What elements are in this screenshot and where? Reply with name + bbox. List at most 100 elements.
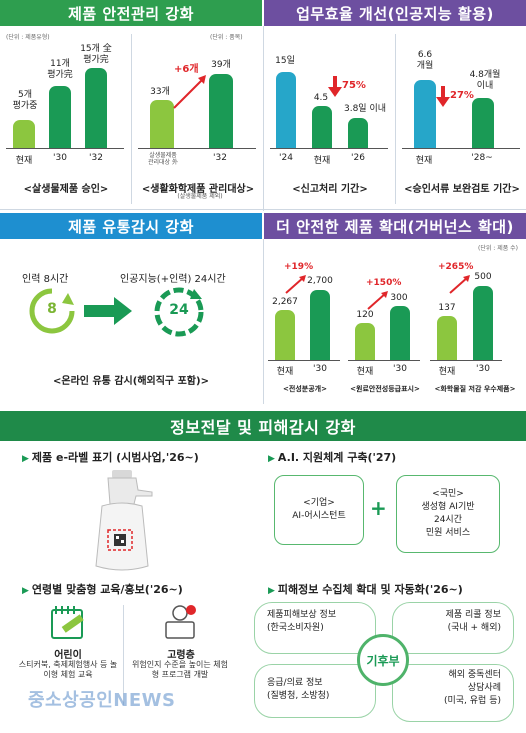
chart-caption: <승인서류 보완검토 기간>	[404, 184, 520, 195]
bar-2026	[348, 118, 368, 148]
value-label: 15일	[275, 56, 295, 66]
value-label: 300	[390, 293, 408, 303]
citizen-ai-box: <국민> 생성형 AI기반 24시간 민원 서비스	[396, 475, 500, 553]
triangle-bullet-icon: ▶	[22, 586, 29, 596]
chart-note: (살생물제품 제외)	[177, 193, 223, 200]
x-tick: 현재	[276, 367, 294, 377]
hub-ministry: 기후부	[357, 634, 409, 686]
watermark: 중소상공인NEWS	[28, 690, 176, 711]
bar-current	[355, 323, 375, 360]
unit-label: (단위 : 제품유형)	[6, 34, 50, 41]
child-desc: 스티커북, 축제체험행사 등 놀이형 체험 교육	[18, 660, 118, 679]
clock-8h-number: 8	[47, 301, 57, 317]
decrease-annotation: 27%	[450, 90, 474, 101]
value-label: 500	[474, 272, 492, 282]
elderly-computer-icon	[165, 605, 196, 639]
source-recall: 제품 리콜 정보 (국내 + 해외)	[392, 602, 514, 654]
x-tick: 현재	[438, 367, 456, 377]
bar-2024	[276, 72, 296, 148]
education-title: ▶ 연령별 맞춤형 교육/홍보('26~)	[22, 583, 183, 596]
x-tick: '26	[351, 153, 365, 163]
increase-annotation: +265%	[438, 262, 474, 272]
bar-2030	[310, 290, 330, 360]
bar-2030	[390, 306, 410, 360]
source-medical: 응급/의료 정보 (질병청, 소방청)	[254, 664, 376, 718]
x-tick: '32	[213, 153, 227, 163]
increase-arrow-icon	[367, 291, 388, 310]
ai-support-title: ▶ A.I. 지원체계 구축('27)	[268, 451, 397, 464]
notebook-pencil-icon	[51, 606, 84, 639]
chart-caption: <원료안전성등급표시>	[350, 385, 420, 393]
plus-icon: +	[370, 496, 387, 520]
header-safer-products: 더 안전한 제품 확대(거버넌스 확대)	[264, 213, 526, 239]
elabel-title: ▶ 제품 e-라벨 표기 (시범사업,'26~)	[22, 451, 199, 464]
chart-caption: <전성분공개>	[283, 385, 327, 393]
x-tick: '28~	[471, 153, 493, 163]
x-tick: 현재	[313, 156, 331, 166]
value-label: 39개	[211, 60, 231, 70]
monitor-left-label: 인력 8시간	[22, 274, 69, 285]
damage-info-title: ▶ 피해정보 수집체 확대 및 자동화('26~)	[268, 583, 463, 596]
bar-2030	[473, 286, 493, 360]
value-label: 137	[438, 303, 456, 313]
source-poison-center: 해외 중독센터 상담사례 (미국, 유럽 등)	[392, 664, 514, 722]
decrease-arrow-icon	[436, 86, 450, 107]
chart-caption: <신고처리 기간>	[292, 184, 368, 195]
triangle-bullet-icon: ▶	[268, 454, 275, 464]
header-efficiency: 업무효율 개선(인공지능 활용)	[264, 0, 526, 26]
triangle-bullet-icon: ▶	[22, 454, 29, 464]
x-tick: '30	[476, 364, 490, 374]
bar-2032	[85, 68, 107, 148]
x-tick: '30	[393, 364, 407, 374]
x-tick: 현재	[415, 156, 433, 166]
bar-2030	[49, 86, 71, 148]
clock-24h-number: 24	[169, 302, 189, 318]
clock-8h-icon	[29, 288, 75, 334]
value-label: 3.8일 이내	[343, 104, 386, 114]
x-tick: 현재	[15, 156, 33, 166]
x-tick: 살생물제품 관리대상 外	[148, 152, 178, 166]
source-compensation: 제품피해보상 정보 (한국소비자원)	[254, 602, 376, 654]
decrease-annotation: 75%	[342, 80, 366, 91]
clock-24h-icon	[154, 287, 204, 337]
value-label: 4.5	[313, 93, 329, 103]
header-info-damage: 정보전달 및 피해감시 강화	[0, 411, 526, 441]
value-label: 2,267	[272, 297, 298, 307]
chart-caption: <화학물질 저감 우수제품>	[434, 385, 516, 393]
monitor-right-label: 인공지능(+인력) 24시간	[120, 274, 226, 285]
x-tick: 현재	[356, 367, 374, 377]
increase-arrow-icon	[449, 275, 470, 294]
spray-bottle-image	[95, 470, 153, 571]
increase-annotation: +6개	[174, 64, 199, 75]
right-arrow-icon	[84, 297, 132, 325]
value-label: 5개 평가중	[12, 90, 38, 111]
value-label: 2,700	[307, 276, 333, 286]
senior-desc: 위험인지 수준을 높이는 체험형 프로그램 개발	[132, 660, 228, 679]
bar-current	[150, 100, 174, 148]
value-label: 6.6 개월	[416, 50, 434, 71]
bar-current	[414, 80, 436, 148]
senior-title: 고령층	[167, 650, 195, 661]
value-label: 15개 全 평가完	[80, 44, 112, 65]
child-title: 어린이	[54, 650, 82, 661]
header-product-safety: 제품 안전관리 강화	[0, 0, 262, 26]
x-tick: '30	[53, 153, 67, 163]
x-tick: '32	[89, 153, 103, 163]
value-label: 33개	[150, 87, 170, 97]
chart-caption: <생활화학제품 관리대상>	[141, 184, 255, 195]
increase-arrow-icon	[173, 75, 206, 109]
bar-current	[312, 106, 332, 148]
bar-current	[437, 316, 457, 360]
unit-label: (단위 : 제품 수)	[478, 245, 519, 252]
triangle-bullet-icon: ▶	[268, 586, 275, 596]
x-tick: '24	[279, 153, 293, 163]
monitor-caption: <온라인 유통 감시(해외직구 포함)>	[53, 376, 209, 387]
x-tick: '30	[313, 364, 327, 374]
increase-annotation: +150%	[366, 278, 402, 288]
unit-label: (단위 : 품목)	[210, 34, 243, 41]
header-distribution-monitor: 제품 유통감시 강화	[0, 213, 262, 239]
value-label: 11개 평가完	[47, 59, 73, 80]
bar-current	[13, 120, 35, 148]
bar-2028	[472, 98, 494, 148]
bar-2032	[209, 74, 233, 148]
